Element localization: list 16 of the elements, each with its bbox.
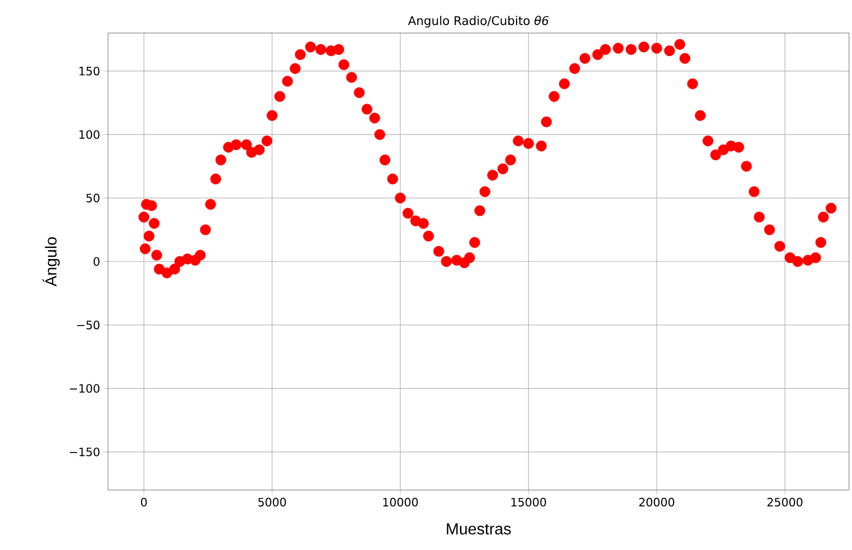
y-tick-label: −150 (70, 448, 100, 456)
chart-title: Angulo Radio/Cubito θ6 (408, 16, 549, 28)
x-tick-label: 5000 (258, 498, 286, 506)
x-tick-label: 20000 (639, 498, 674, 506)
x-tick-label: 0 (140, 498, 147, 506)
y-axis-title: Ángulo (42, 237, 60, 286)
y-tick-label: 150 (80, 66, 100, 76)
x-axis-title: Muestras (446, 523, 511, 535)
x-tick-label: 15000 (511, 498, 546, 506)
y-tick-label: 100 (80, 130, 100, 139)
y-tick-label: 0 (94, 257, 100, 266)
y-tick-label: −100 (70, 384, 100, 393)
y-tick-label: 50 (86, 194, 100, 202)
y-tick-label: −50 (77, 320, 100, 330)
x-tick-label: 10000 (383, 498, 418, 506)
x-tick-label: 25000 (767, 498, 802, 506)
